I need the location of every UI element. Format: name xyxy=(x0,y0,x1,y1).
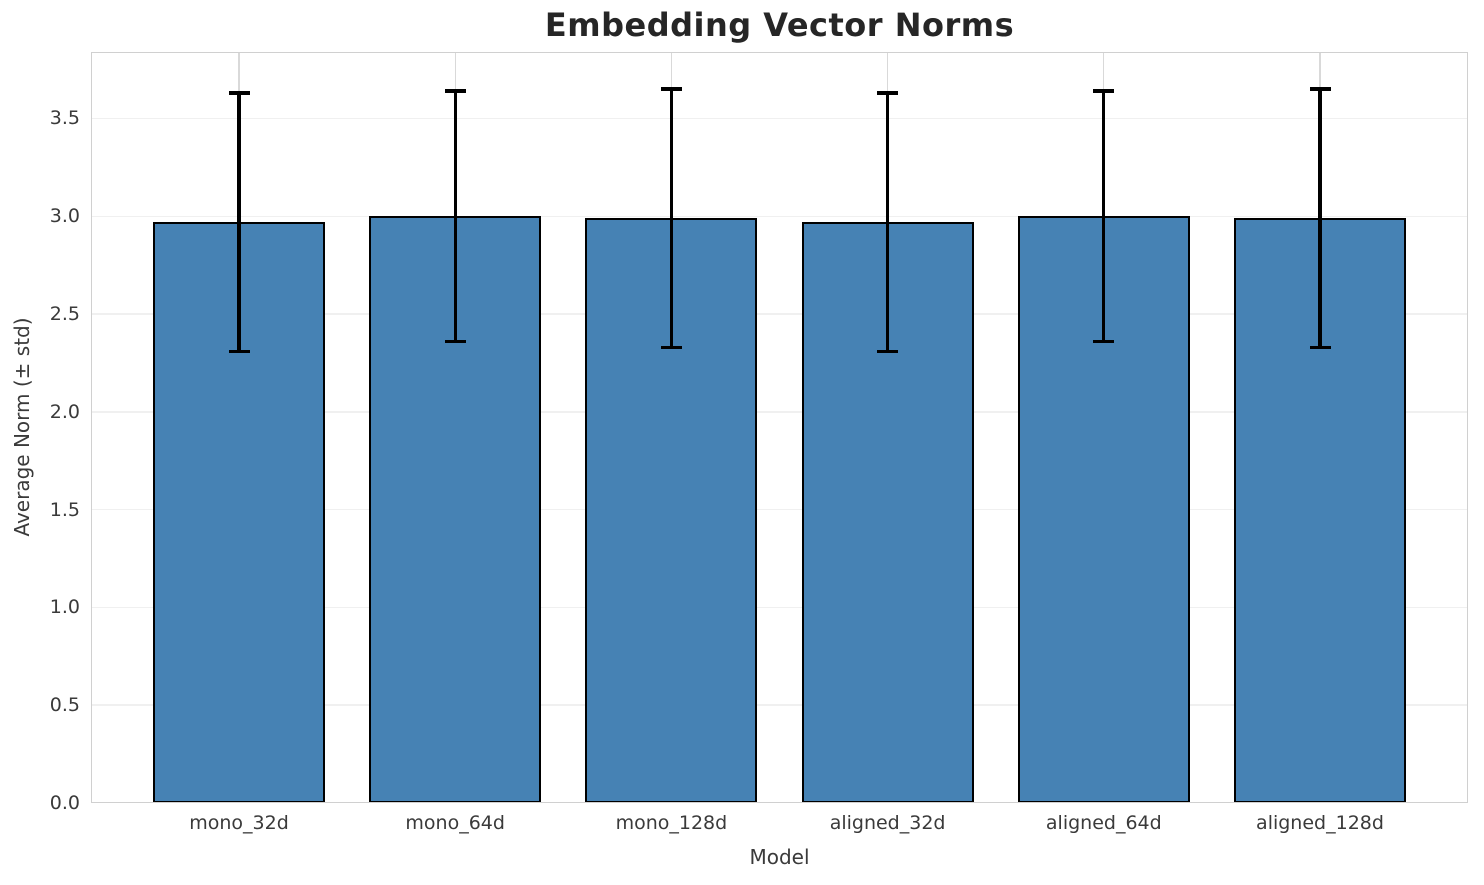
errorbar-cap-top-aligned_32d xyxy=(877,91,899,95)
xtick-label-mono_32d: mono_32d xyxy=(189,812,289,834)
hgridline-3.0 xyxy=(91,215,1468,218)
ytick-label-2.5: 2.5 xyxy=(49,303,80,326)
errorbar-cap-top-mono_32d xyxy=(228,91,250,95)
hgridline-0.5 xyxy=(91,704,1468,706)
xtick-label-aligned_128d: aligned_128d xyxy=(1256,812,1384,834)
errorbar-line-aligned_32d xyxy=(886,93,890,352)
ytick-label-3.0: 3.0 xyxy=(49,205,80,228)
errorbar-line-mono_32d xyxy=(237,93,241,352)
xtick-label-mono_128d: mono_128d xyxy=(615,812,728,834)
errorbar-cap-bottom-mono_64d xyxy=(444,339,466,344)
hgridline-2.0 xyxy=(91,411,1468,413)
errorbar-line-aligned_128d xyxy=(1318,89,1322,348)
xtick-label-aligned_64d: aligned_64d xyxy=(1045,812,1162,834)
errorbar-cap-top-mono_128d xyxy=(660,87,682,91)
errorbar-cap-top-aligned_64d xyxy=(1093,89,1115,93)
ytick-label-0.5: 0.5 xyxy=(49,694,80,717)
errorbar-cap-bottom-mono_32d xyxy=(228,349,250,353)
hgridline-2.5 xyxy=(91,313,1468,315)
ytick-label-1.0: 1.0 xyxy=(49,596,80,619)
errorbar-line-mono_64d xyxy=(453,91,457,342)
chart-title: Embedding Vector Norms xyxy=(544,6,1015,44)
ytick-label-1.5: 1.5 xyxy=(49,498,80,521)
errorbar-cap-bottom-aligned_64d xyxy=(1093,339,1115,344)
x-axis-label: Model xyxy=(749,845,810,869)
hgridline-3.5 xyxy=(91,117,1468,120)
ytick-label-2.0: 2.0 xyxy=(49,400,80,423)
ytick-label-3.5: 3.5 xyxy=(49,107,80,130)
xtick-label-aligned_32d: aligned_32d xyxy=(829,812,946,834)
ytick-label-0.0: 0.0 xyxy=(49,792,80,814)
errorbar-line-mono_128d xyxy=(669,89,673,348)
errorbar-cap-bottom-aligned_128d xyxy=(1309,345,1331,349)
hgridline-1.5 xyxy=(91,508,1468,511)
y-axis-label: Average Norm (± std) xyxy=(10,317,34,537)
errorbar-cap-top-aligned_128d xyxy=(1309,87,1331,91)
errorbar-cap-top-mono_64d xyxy=(444,89,466,93)
errorbar-line-aligned_64d xyxy=(1102,91,1106,342)
errorbar-cap-bottom-aligned_32d xyxy=(877,349,899,353)
plot-area xyxy=(91,52,1468,803)
xtick-label-mono_64d: mono_64d xyxy=(405,812,505,834)
errorbar-cap-bottom-mono_128d xyxy=(660,345,682,349)
hgridline-1.0 xyxy=(91,606,1468,609)
bar-aligned_32d xyxy=(801,222,974,803)
bar-mono_128d xyxy=(585,218,758,803)
